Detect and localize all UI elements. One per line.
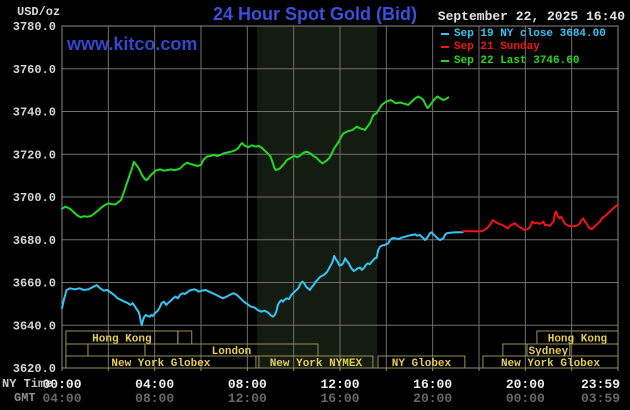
legend-item: Sep 19 NY close 3684.00 <box>441 27 606 41</box>
session-label: New York Globex <box>111 358 210 370</box>
x-tick-label-gmt: 20:00 <box>413 391 452 406</box>
x-tick-label-ny: 12:00 <box>320 377 359 392</box>
legend-label: Sep 19 NY close 3684.00 <box>454 27 606 40</box>
ny-time-axis-label: NY Time <box>2 377 53 391</box>
session-box <box>65 343 89 357</box>
y-tick-label: 3620.0 <box>13 362 56 376</box>
gmt-axis-label: GMT <box>14 391 36 405</box>
x-tick-label-gmt: 12:00 <box>228 391 267 406</box>
x-tick-label-gmt: 03:59 <box>581 391 620 406</box>
session-box <box>87 343 146 357</box>
session-label: Hong Kong <box>92 334 151 346</box>
session-box <box>65 355 257 369</box>
session-label: London <box>212 346 252 358</box>
x-tick-label-gmt: 00:00 <box>506 391 545 406</box>
y-tick-label: 3640.0 <box>13 319 56 333</box>
legend-label: Sep 21 Sunday <box>454 41 540 54</box>
legend-label: Sep 22 Last 3746.60 <box>454 54 580 67</box>
x-tick-label-ny: 04:00 <box>135 377 174 392</box>
x-tick-label-ny: 00:00 <box>42 377 81 392</box>
y-tick-label: 3760.0 <box>13 63 56 77</box>
y-tick-label: 3780.0 <box>13 20 56 34</box>
y-tick-label: 3700.0 <box>13 191 56 205</box>
session-box <box>377 355 466 369</box>
datetime-stamp: September 22, 2025 16:40 <box>437 9 625 24</box>
y-tick-label: 3660.0 <box>13 277 56 291</box>
legend-item: Sep 22 Last 3746.60 <box>441 54 606 68</box>
sep21-price-line <box>461 203 619 233</box>
kitco-watermark-link[interactable]: www.kitco.com <box>67 34 198 54</box>
y-tick-label: 3720.0 <box>13 148 56 162</box>
x-tick-label-ny: 23:59 <box>581 377 620 392</box>
x-tick-label-ny: 20:00 <box>506 377 545 392</box>
session-label: Hong Kong <box>548 334 607 346</box>
x-tick-label-gmt: 04:00 <box>42 391 81 406</box>
y-tick-label: 3740.0 <box>13 106 56 120</box>
legend-color-dash <box>441 59 449 62</box>
units-label: USD/oz <box>17 5 61 19</box>
x-tick-label-gmt: 16:00 <box>320 391 359 406</box>
legend-color-dash <box>441 32 449 35</box>
session-box <box>502 343 528 357</box>
session-label: Sydney <box>529 346 569 358</box>
legend-item: Sep 21 Sunday <box>441 41 606 55</box>
session-label: New York NYMEX <box>270 358 363 370</box>
sep22-price-line <box>61 95 450 219</box>
x-tick-label-ny: 08:00 <box>228 377 267 392</box>
session-box <box>258 355 374 369</box>
legend-color-dash <box>441 46 449 49</box>
session-label: New York Globex <box>501 358 600 370</box>
sep19-price-line <box>61 231 464 326</box>
page-title: 24 Hour Spot Gold (Bid) <box>213 4 417 24</box>
session-box <box>569 343 619 357</box>
session-box <box>177 330 193 345</box>
y-tick-label: 3680.0 <box>13 234 56 248</box>
session-label: NY Globex <box>392 358 452 370</box>
session-box <box>482 355 619 369</box>
x-tick-label-gmt: 08:00 <box>135 391 174 406</box>
x-tick-label-ny: 16:00 <box>413 377 452 392</box>
chart-legend: Sep 19 NY close 3684.00 Sep 21 Sunday Sep … <box>441 27 606 68</box>
